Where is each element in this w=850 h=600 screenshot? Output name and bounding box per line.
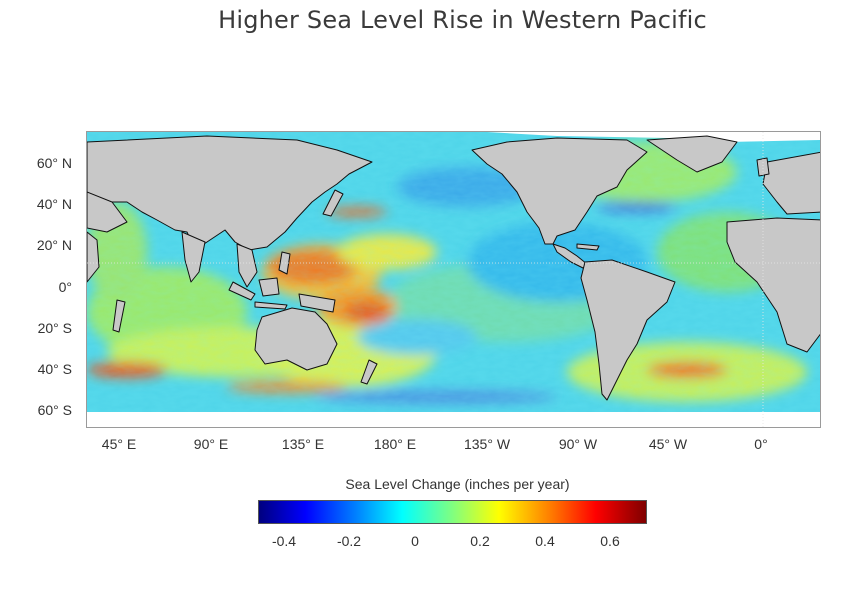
lat-label-40n: 40° N — [36, 196, 72, 212]
land-masses — [87, 135, 820, 401]
philippines — [278, 251, 291, 275]
map-title: Higher Sea Level Rise in Western Pacific — [218, 6, 707, 34]
colorbar-tick: -0.2 — [336, 533, 362, 549]
lat-label-20s: 20° S — [37, 320, 72, 336]
lat-label-40s: 40° S — [37, 361, 72, 377]
colorbar-tick: -0.4 — [271, 533, 297, 549]
colorbar-tick: 0.2 — [470, 533, 490, 549]
madagascar — [112, 299, 126, 333]
lat-label-0: 0° — [58, 279, 72, 295]
arabia — [87, 191, 128, 233]
arctic-ice — [487, 132, 820, 142]
graticule — [87, 132, 820, 427]
lon-label-90w: 90° W — [558, 436, 598, 452]
colorbar-tick: 0 — [411, 533, 419, 549]
antarctica — [87, 412, 820, 427]
lon-label-45e: 45° E — [101, 436, 137, 452]
sea-level-map — [86, 131, 821, 428]
africa — [726, 217, 820, 353]
indochina — [236, 243, 258, 288]
cuba — [576, 243, 600, 251]
british-isles — [756, 157, 770, 177]
south-america — [580, 259, 676, 401]
india — [181, 231, 206, 283]
colorbar-tick: 0.4 — [535, 533, 555, 549]
new-zealand — [360, 359, 378, 385]
new-guinea — [298, 293, 336, 313]
sumatra — [228, 281, 256, 301]
lon-label-45w: 45° W — [648, 436, 688, 452]
africa-horn — [87, 231, 100, 283]
lon-label-0: 0° — [754, 436, 768, 452]
colorbar-tick: 0.6 — [600, 533, 620, 549]
borneo — [258, 277, 280, 297]
java — [254, 301, 288, 310]
australia — [254, 307, 338, 371]
colorbar-title: Sea Level Change (inches per year) — [345, 476, 570, 492]
greenland — [646, 135, 738, 173]
lon-label-180e: 180° E — [373, 436, 417, 452]
lat-label-20n: 20° N — [36, 237, 72, 253]
north-america — [471, 137, 648, 245]
japan — [322, 189, 344, 217]
map-canvas — [87, 132, 820, 427]
lon-label-135w: 135° W — [463, 436, 511, 452]
lon-label-90e: 90° E — [193, 436, 229, 452]
lon-label-135e: 135° E — [281, 436, 325, 452]
lat-label-60n: 60° N — [36, 155, 72, 171]
lat-label-60s: 60° S — [37, 402, 72, 418]
colorbar — [258, 500, 647, 524]
